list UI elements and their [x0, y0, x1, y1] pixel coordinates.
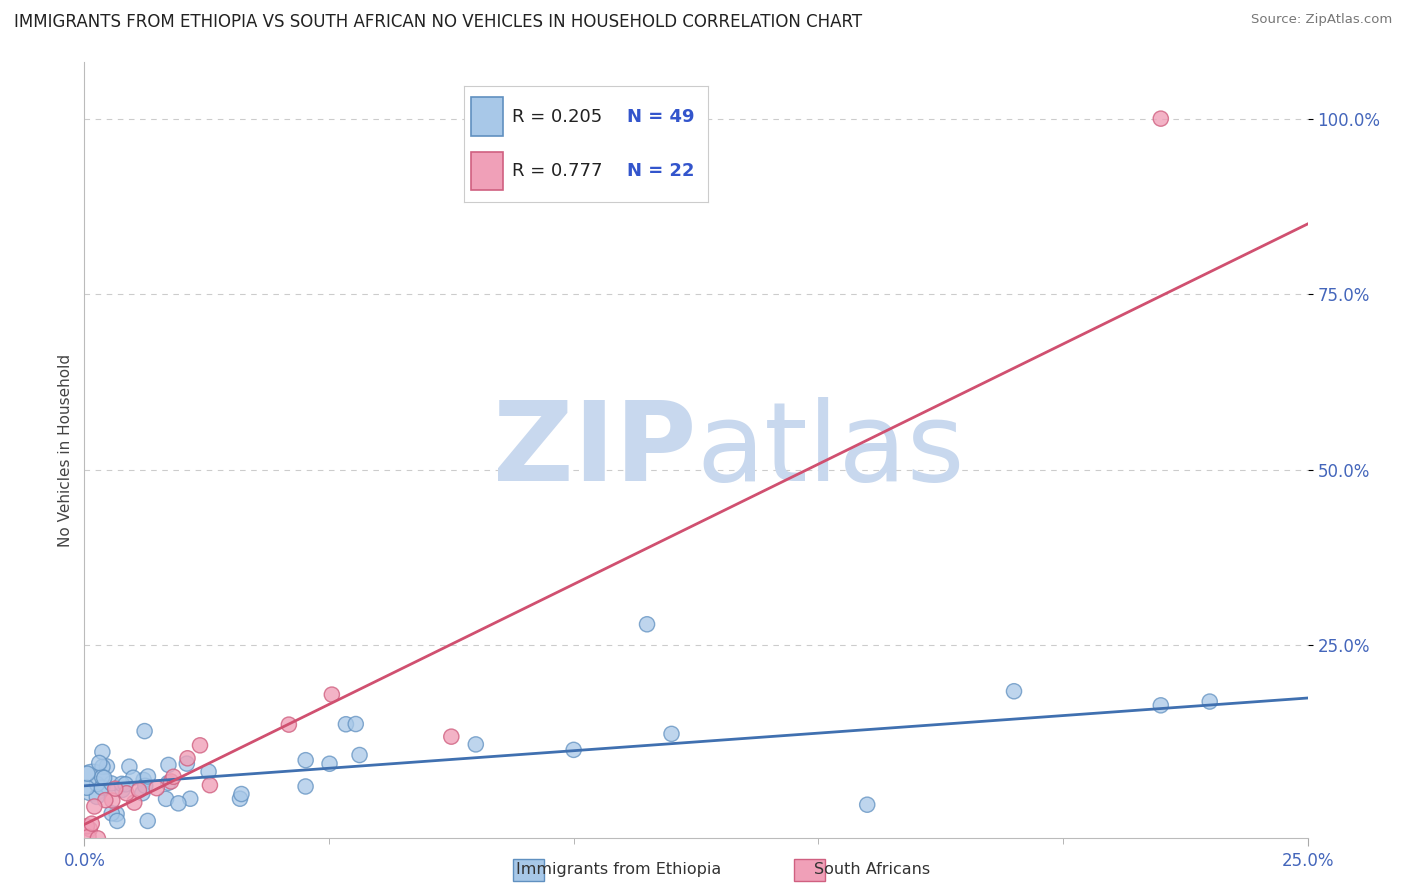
- Text: IMMIGRANTS FROM ETHIOPIA VS SOUTH AFRICAN NO VEHICLES IN HOUSEHOLD CORRELATION C: IMMIGRANTS FROM ETHIOPIA VS SOUTH AFRICA…: [14, 13, 862, 31]
- Text: atlas: atlas: [696, 397, 965, 504]
- Point: [231, 787, 253, 801]
- Point: [86, 789, 108, 804]
- Point: [856, 797, 879, 812]
- Point: [176, 751, 198, 765]
- Point: [89, 756, 111, 770]
- Point: [318, 756, 340, 771]
- Point: [122, 796, 145, 810]
- Point: [91, 770, 114, 784]
- Text: South Africans: South Africans: [814, 863, 929, 877]
- Point: [167, 797, 190, 811]
- Point: [96, 759, 118, 773]
- Point: [82, 775, 104, 789]
- Point: [145, 781, 167, 796]
- Point: [114, 777, 136, 791]
- Text: ZIP: ZIP: [492, 397, 696, 504]
- Point: [440, 730, 463, 744]
- Point: [1002, 684, 1025, 698]
- Point: [1198, 695, 1220, 709]
- Point: [76, 766, 98, 780]
- Point: [105, 814, 128, 828]
- Point: [277, 717, 299, 731]
- Point: [1150, 112, 1173, 126]
- Point: [136, 769, 159, 783]
- Point: [118, 759, 141, 773]
- Point: [111, 777, 134, 791]
- Point: [179, 791, 201, 805]
- Point: [115, 786, 138, 800]
- Point: [87, 831, 110, 846]
- Point: [76, 780, 98, 795]
- Point: [76, 819, 98, 833]
- Point: [93, 771, 115, 785]
- Point: [157, 776, 180, 790]
- Point: [79, 822, 101, 837]
- Point: [162, 770, 184, 784]
- Y-axis label: No Vehicles in Household: No Vehicles in Household: [58, 354, 73, 547]
- Point: [229, 791, 252, 805]
- Point: [294, 780, 316, 794]
- Point: [294, 753, 316, 767]
- Point: [105, 807, 128, 822]
- Point: [132, 772, 155, 787]
- Point: [91, 745, 114, 759]
- Point: [562, 743, 585, 757]
- Point: [136, 814, 159, 828]
- Point: [134, 724, 156, 739]
- Point: [1150, 698, 1173, 713]
- Point: [636, 617, 658, 632]
- Point: [77, 830, 100, 844]
- Point: [100, 776, 122, 790]
- Point: [90, 780, 112, 795]
- Point: [464, 738, 486, 752]
- Point: [134, 779, 156, 793]
- Point: [661, 727, 683, 741]
- Point: [349, 747, 371, 762]
- Point: [198, 778, 221, 792]
- Point: [131, 786, 153, 800]
- Text: Source: ZipAtlas.com: Source: ZipAtlas.com: [1251, 13, 1392, 27]
- Point: [197, 764, 219, 779]
- Point: [91, 760, 114, 774]
- Point: [86, 777, 108, 791]
- Point: [94, 793, 117, 807]
- Point: [83, 799, 105, 814]
- Point: [335, 717, 357, 731]
- Point: [321, 688, 343, 702]
- Point: [101, 793, 124, 807]
- Point: [155, 792, 177, 806]
- Point: [122, 771, 145, 785]
- Point: [80, 816, 103, 830]
- Text: Immigrants from Ethiopia: Immigrants from Ethiopia: [516, 863, 721, 877]
- Point: [157, 758, 180, 772]
- Point: [160, 774, 183, 789]
- Point: [104, 781, 127, 796]
- Point: [188, 739, 211, 753]
- Point: [344, 717, 367, 731]
- Point: [128, 783, 150, 797]
- Point: [100, 806, 122, 821]
- Point: [176, 756, 198, 771]
- Point: [111, 783, 134, 797]
